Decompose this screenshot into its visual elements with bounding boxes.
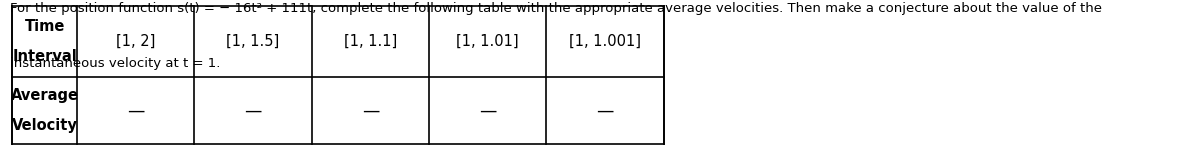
Text: [1, 1.5]: [1, 1.5] bbox=[227, 34, 280, 49]
Text: Interval: Interval bbox=[12, 49, 77, 64]
Text: —: — bbox=[245, 101, 262, 119]
Text: —: — bbox=[361, 101, 379, 119]
Text: Time: Time bbox=[24, 19, 65, 34]
Text: Average: Average bbox=[11, 88, 78, 103]
Text: [1, 1.001]: [1, 1.001] bbox=[569, 34, 641, 49]
Text: —: — bbox=[596, 101, 613, 119]
Text: For the position function s(t) = − 16t² + 111t, complete the following table wit: For the position function s(t) = − 16t² … bbox=[10, 2, 1102, 15]
Text: —: — bbox=[479, 101, 497, 119]
Text: —: — bbox=[127, 101, 144, 119]
Text: instantaneous velocity at t = 1.: instantaneous velocity at t = 1. bbox=[10, 57, 220, 70]
Text: Velocity: Velocity bbox=[12, 118, 78, 133]
Text: [1, 1.01]: [1, 1.01] bbox=[456, 34, 518, 49]
Text: [1, 2]: [1, 2] bbox=[116, 34, 156, 49]
Text: [1, 1.1]: [1, 1.1] bbox=[343, 34, 397, 49]
